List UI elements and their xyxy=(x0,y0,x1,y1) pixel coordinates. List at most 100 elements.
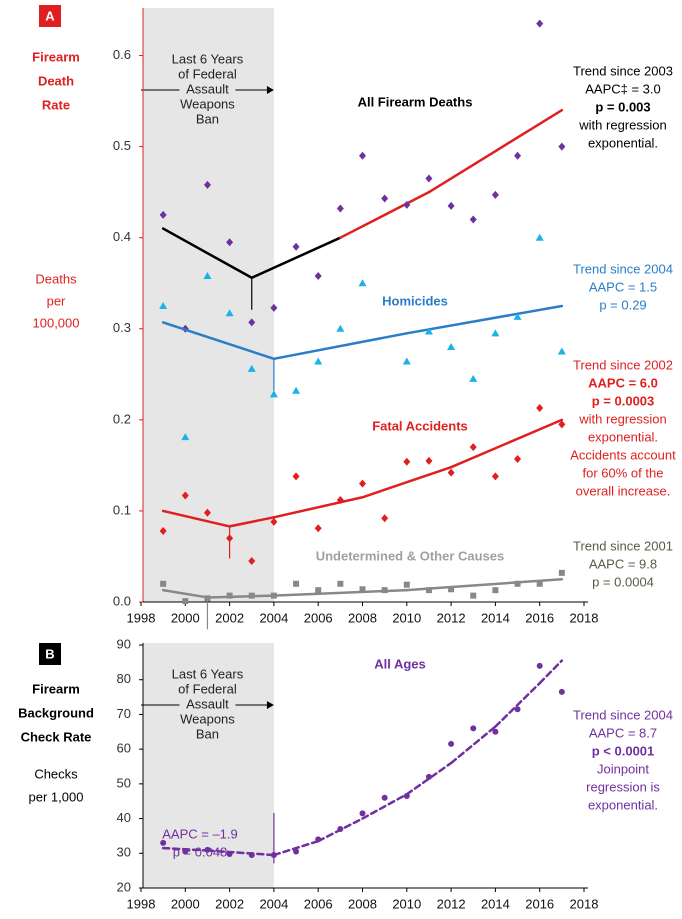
point xyxy=(447,342,456,350)
arrow-head xyxy=(266,86,274,94)
shade-text: Last 6 Years xyxy=(172,51,244,66)
point xyxy=(536,580,543,587)
trend-line xyxy=(161,321,276,361)
point xyxy=(403,200,411,209)
point xyxy=(491,190,499,199)
point xyxy=(359,479,366,488)
shade-text: of Federal xyxy=(178,66,237,81)
point xyxy=(270,592,277,599)
shade-text: Ban xyxy=(196,111,219,126)
y-title: Check Rate xyxy=(21,729,92,744)
point xyxy=(448,740,455,747)
point xyxy=(470,725,477,732)
trend-line xyxy=(405,304,564,335)
y-unit: per xyxy=(47,293,66,308)
shade-text: of Federal xyxy=(178,681,237,696)
point xyxy=(159,210,167,219)
annotation: Trend since 2002 xyxy=(573,357,673,372)
y-unit: Checks xyxy=(34,766,78,781)
point xyxy=(492,587,499,594)
annotation: for 60% of the xyxy=(583,465,664,480)
annotation: exponential. xyxy=(588,135,658,150)
point xyxy=(491,472,499,481)
x-tick-label: 2014 xyxy=(481,896,510,911)
series-label: Fatal Accidents xyxy=(372,418,468,433)
point xyxy=(270,303,278,312)
point xyxy=(469,374,478,382)
point xyxy=(536,404,544,413)
point xyxy=(293,580,300,587)
point xyxy=(492,728,499,735)
annotation: p = 0.0004 xyxy=(592,574,654,589)
trend-line xyxy=(494,681,541,728)
trend-line xyxy=(161,588,209,599)
y-tick-label: 0.0 xyxy=(113,593,131,608)
shade-text: Ban xyxy=(196,726,219,741)
annotation: p = 0.003 xyxy=(595,99,650,114)
trend-line xyxy=(449,725,497,765)
x-tick-label: 2000 xyxy=(171,610,200,625)
point xyxy=(160,839,167,846)
point xyxy=(204,846,211,853)
point xyxy=(293,848,300,855)
point xyxy=(359,151,366,160)
point xyxy=(558,142,566,151)
point xyxy=(514,580,521,587)
point xyxy=(226,850,233,857)
annotation: AAPC = 8.7 xyxy=(589,725,657,740)
point xyxy=(248,852,255,859)
x-tick-label: 2006 xyxy=(304,896,333,911)
point xyxy=(425,773,432,780)
point xyxy=(536,662,543,669)
point xyxy=(491,329,500,337)
trend-line xyxy=(206,594,276,599)
point xyxy=(292,472,300,481)
y-unit: 100,000 xyxy=(33,315,80,330)
panel-label: A xyxy=(45,8,55,23)
point xyxy=(203,271,212,279)
trend-line xyxy=(272,839,320,857)
point xyxy=(558,569,565,576)
x-tick-label: 2018 xyxy=(570,610,599,625)
series-label: All Firearm Deaths xyxy=(358,94,473,109)
x-tick-label: 2010 xyxy=(392,610,421,625)
trend-line xyxy=(361,793,409,820)
point xyxy=(403,457,411,466)
x-tick-label: 1998 xyxy=(127,610,156,625)
point xyxy=(159,302,168,309)
x-tick-label: 2008 xyxy=(348,896,377,911)
point xyxy=(226,238,234,247)
y-title: Background xyxy=(18,705,94,720)
y-tick-label: 50 xyxy=(117,775,131,790)
point xyxy=(269,390,278,398)
x-tick-label: 2002 xyxy=(215,610,244,625)
trend-line xyxy=(161,227,253,280)
point xyxy=(181,433,190,441)
point xyxy=(270,852,277,859)
y-tick-label: 80 xyxy=(117,671,131,686)
point xyxy=(424,327,433,335)
y-title: Firearm xyxy=(32,49,80,64)
point xyxy=(469,443,477,452)
point xyxy=(336,324,345,332)
y-tick-label: 70 xyxy=(117,706,131,721)
annotation: AAPC‡ = 3.0 xyxy=(585,81,661,96)
x-tick-label: 2016 xyxy=(525,896,554,911)
annotation: with regression xyxy=(578,411,666,426)
point xyxy=(314,524,322,533)
point xyxy=(536,19,544,28)
panel-badge xyxy=(39,5,61,27)
x-tick-label: 2006 xyxy=(304,610,333,625)
annotation: p = 0.29 xyxy=(599,297,646,312)
annotation: AAPC = 9.8 xyxy=(589,556,657,571)
y-title: Rate xyxy=(42,97,70,112)
x-tick-label: 2014 xyxy=(481,610,510,625)
annotation: with regression xyxy=(578,117,666,132)
annotation: exponential. xyxy=(588,429,658,444)
annotation: AAPC = 1.5 xyxy=(589,279,657,294)
annotation: Trend since 2003 xyxy=(573,63,673,78)
trend-line xyxy=(161,509,231,528)
annotation: AAPC = –1.9 xyxy=(162,826,238,841)
point xyxy=(203,180,211,189)
point xyxy=(315,836,322,843)
